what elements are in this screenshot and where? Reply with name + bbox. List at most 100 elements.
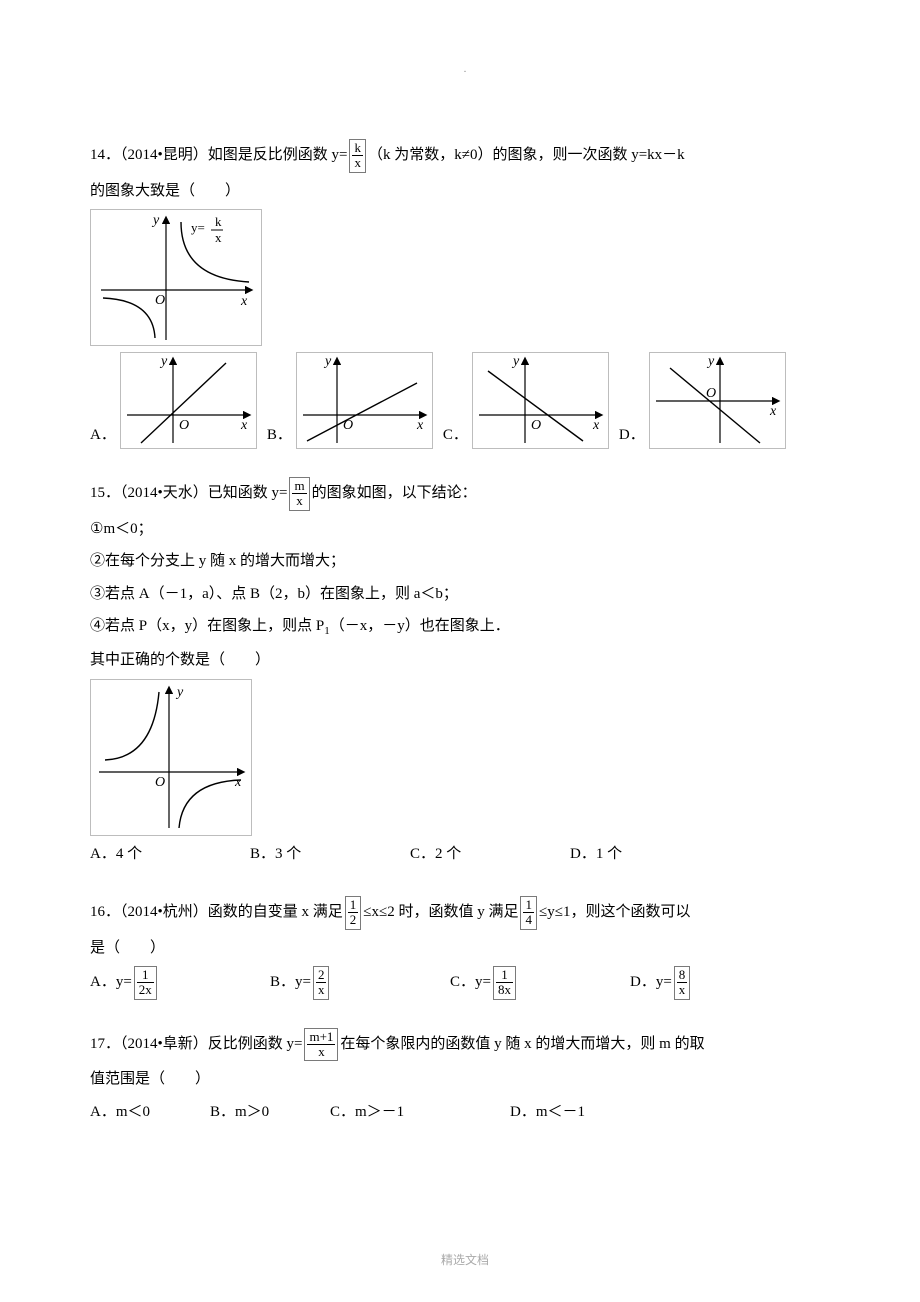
q16-optB-frac: 2x — [313, 966, 330, 1000]
q16-optC-pre: C．y= — [450, 974, 491, 990]
q14-frac-num: k — [352, 141, 363, 156]
q14-graph-d: x y O — [649, 352, 786, 449]
question-15: 15．（2014•天水）已知函数 y=mx的图象如图，以下结论： ①m＜0； ②… — [90, 477, 840, 868]
q15-options: A．4 个 B．3 个 C．2 个 D．1 个 — [90, 840, 840, 869]
svg-text:k: k — [215, 214, 222, 229]
q15-graph: x y O — [90, 679, 252, 836]
q16-options: A．y=12x B．y=2x C．y=18x D．y=8x — [90, 966, 840, 1000]
q16-optB-den: x — [316, 983, 327, 997]
q15-l4a: ④若点 P（x，y）在图象上，则点 P — [90, 618, 324, 634]
q15-line4: ④若点 P（x，y）在图象上，则点 P1（－x，－y）也在图象上． — [90, 612, 840, 642]
page: . 14．（2014•昆明）如图是反比例函数 y=kx（k 为常数，k≠0）的图… — [0, 0, 920, 1302]
q14-option-d: D． x y O — [619, 352, 786, 449]
q14-text-b: （k 为常数，k≠0）的图象，则一次函数 y=kx－k — [368, 147, 685, 163]
q16-frac2-den: 4 — [523, 913, 534, 927]
q15-line2: ②在每个分支上 y 随 x 的增大而增大； — [90, 547, 840, 576]
question-16: 16．（2014•杭州）函数的自变量 x 满足12≤x≤2 时，函数值 y 满足… — [90, 896, 840, 1000]
q14-optD-label: D． — [619, 421, 645, 450]
q17-options: A．m＜0 B．m＞0 C．m＞－1 D．m＜－1 — [90, 1098, 840, 1127]
q15-line1: ①m＜0； — [90, 515, 840, 544]
q15-optC: C．2 个 — [410, 840, 530, 869]
q14-optB-label: B． — [267, 421, 292, 450]
q16-frac1-num: 1 — [348, 898, 359, 913]
q17-optA: A．m＜0 — [90, 1098, 180, 1127]
q15-frac-num: m — [292, 479, 306, 494]
q16-frac1: 12 — [345, 896, 362, 930]
q14-fraction: kx — [349, 139, 366, 173]
svg-text:O: O — [531, 418, 541, 433]
svg-text:O: O — [343, 418, 353, 433]
q16-frac2: 14 — [520, 896, 537, 930]
q17-text-c: 值范围是（ ） — [90, 1065, 840, 1094]
q17-optB: B．m＞0 — [210, 1098, 300, 1127]
q15-line3: ③若点 A（－1，a）、点 B（2，b）在图象上，则 a＜b； — [90, 580, 840, 609]
svg-text:x: x — [769, 404, 777, 419]
q16-text-b: ≤x≤2 时，函数值 y 满足 — [363, 904, 518, 920]
q16-optB-pre: B．y= — [270, 974, 311, 990]
svg-text:x: x — [240, 418, 248, 433]
q16-optC: C．y=18x — [450, 966, 570, 1000]
q17-optC: C．m＞－1 — [330, 1098, 480, 1127]
svg-text:y: y — [511, 354, 520, 369]
q16-frac1-den: 2 — [348, 913, 359, 927]
q16-optD-den: x — [677, 983, 688, 997]
q14-options: A． x y O B． x y O — [90, 352, 840, 449]
q15-optB: B．3 个 — [250, 840, 370, 869]
q17-frac-den: x — [307, 1045, 335, 1059]
q14-graph-a: x y O — [120, 352, 257, 449]
q17-fraction: m+1x — [304, 1028, 338, 1062]
svg-text:y: y — [151, 213, 160, 228]
header-dot: . — [90, 60, 840, 79]
q14-main-graph: x y O y= k x — [90, 209, 262, 346]
q14-stem: 14．（2014•昆明）如图是反比例函数 y=kx（k 为常数，k≠0）的图象，… — [90, 139, 840, 173]
q17-stem: 17．（2014•阜新）反比例函数 y=m+1x在每个象限内的函数值 y 随 x… — [90, 1028, 840, 1062]
q14-option-b: B． x y O — [267, 352, 433, 449]
q16-stem: 16．（2014•杭州）函数的自变量 x 满足12≤x≤2 时，函数值 y 满足… — [90, 896, 840, 930]
svg-text:x: x — [240, 294, 248, 309]
q17-optD: D．m＜－1 — [510, 1098, 630, 1127]
question-14: 14．（2014•昆明）如图是反比例函数 y=kx（k 为常数，k≠0）的图象，… — [90, 139, 840, 449]
q15-optD: D．1 个 — [570, 840, 690, 869]
q16-text-d: 是（ ） — [90, 934, 840, 963]
svg-text:y: y — [323, 354, 332, 369]
q16-optD-pre: D．y= — [630, 974, 672, 990]
q16-optA-pre: A．y= — [90, 974, 132, 990]
svg-text:x: x — [416, 418, 424, 433]
footer: 精选文档 — [90, 1249, 840, 1272]
svg-text:O: O — [155, 293, 165, 308]
q14-optA-label: A． — [90, 421, 116, 450]
q16-optA-num: 1 — [137, 968, 154, 983]
q15-text-a: 15．（2014•天水）已知函数 y= — [90, 485, 287, 501]
q16-frac2-num: 1 — [523, 898, 534, 913]
svg-text:y: y — [159, 354, 168, 369]
q15-frac-den: x — [292, 494, 306, 508]
q14-graph-c: x y O — [472, 352, 609, 449]
q17-text-b: 在每个象限内的函数值 y 随 x 的增大而增大，则 m 的取 — [340, 1036, 704, 1052]
q16-optB: B．y=2x — [270, 966, 390, 1000]
q16-optD-num: 8 — [677, 968, 688, 983]
svg-text:O: O — [179, 418, 189, 433]
q15-fraction: mx — [289, 477, 309, 511]
svg-text:y=: y= — [191, 220, 205, 235]
q14-frac-den: x — [352, 156, 363, 170]
q14-optC-label: C． — [443, 421, 468, 450]
svg-text:O: O — [155, 775, 165, 790]
q16-text-c: ≤y≤1，则这个函数可以 — [539, 904, 690, 920]
q16-optA-den: 2x — [137, 983, 154, 997]
q17-frac-num: m+1 — [307, 1030, 335, 1045]
svg-text:x: x — [592, 418, 600, 433]
q16-optA: A．y=12x — [90, 966, 210, 1000]
q14-option-c: C． x y O — [443, 352, 609, 449]
q16-optD-frac: 8x — [674, 966, 691, 1000]
q17-text-a: 17．（2014•阜新）反比例函数 y= — [90, 1036, 302, 1052]
question-17: 17．（2014•阜新）反比例函数 y=m+1x在每个象限内的函数值 y 随 x… — [90, 1028, 840, 1127]
q16-optB-num: 2 — [316, 968, 327, 983]
q15-l4b: （－x，－y）也在图象上． — [330, 618, 510, 634]
q15-optA: A．4 个 — [90, 840, 210, 869]
q15-text-b: 的图象如图，以下结论： — [312, 485, 477, 501]
q15-text-c: 其中正确的个数是（ ） — [90, 646, 840, 675]
q16-text-a: 16．（2014•杭州）函数的自变量 x 满足 — [90, 904, 343, 920]
q14-option-a: A． x y O — [90, 352, 257, 449]
q16-optC-den: 8x — [496, 983, 513, 997]
q16-optA-frac: 12x — [134, 966, 157, 1000]
